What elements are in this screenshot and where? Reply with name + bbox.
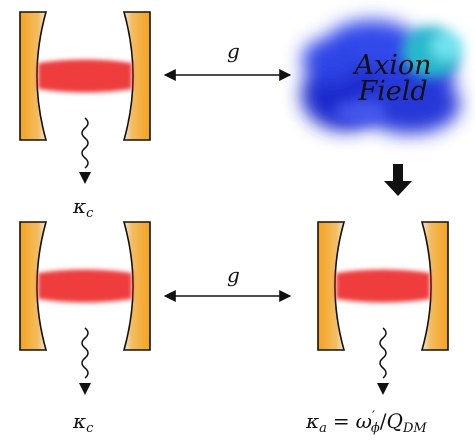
down-arrow	[384, 164, 412, 196]
decay-label-kappa-a: κa = ω′ ϕ/QDM	[305, 409, 427, 436]
coupling-arrow-bottom: g	[163, 263, 292, 302]
cavity-beam	[336, 269, 430, 303]
decay-label-kappa-c: κc	[72, 409, 94, 436]
coupling-label-g: g	[227, 263, 240, 287]
mirror-right	[122, 221, 151, 351]
coupling-arrow-top: g	[163, 39, 292, 81]
mirror-left	[19, 221, 48, 351]
cavity-bottom-left: κc	[19, 221, 151, 436]
mirror-right	[420, 221, 449, 351]
mirror-left	[317, 221, 346, 351]
decay-arrowhead	[377, 383, 389, 395]
coupling-label-g: g	[227, 39, 240, 63]
decay-arrowhead	[79, 383, 91, 395]
mirror-right	[122, 11, 151, 141]
axion-field-label-line1: Axion	[351, 50, 431, 81]
mirror-left	[19, 11, 48, 141]
decay-label-kappa-c: κc	[72, 194, 94, 221]
decay-wave	[379, 327, 387, 379]
cavity-bottom-right: κa = ω′ ϕ/QDM	[305, 221, 449, 436]
decay-arrowhead	[79, 172, 91, 184]
cavity-beam	[38, 59, 132, 93]
decay-wave	[81, 327, 89, 379]
axion-field-label-line2: Field	[357, 76, 427, 107]
axion-field-cloud: Axion Field	[301, 20, 463, 134]
cavity-beam	[38, 269, 132, 303]
cavity-top-left: κc	[19, 11, 151, 221]
decay-wave	[81, 117, 89, 169]
